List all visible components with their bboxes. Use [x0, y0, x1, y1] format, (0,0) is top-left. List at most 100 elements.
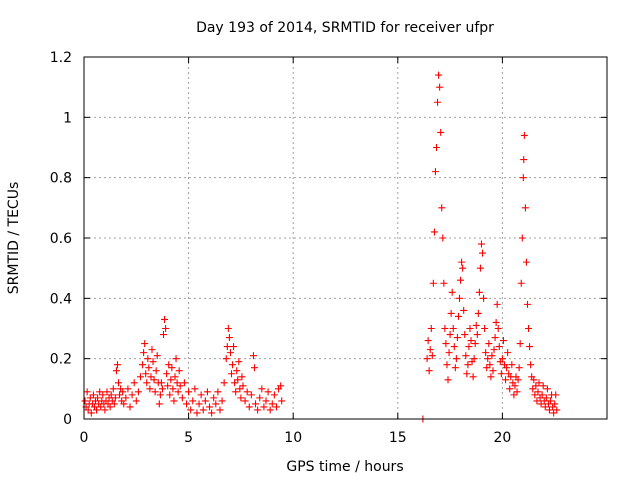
- data-point: [231, 379, 239, 387]
- data-point: [463, 370, 471, 378]
- data-point: [423, 355, 431, 363]
- labels-layer: 0 5 10 15 20 0 0.2 0.4 0.6 0.8 1 1.2: [50, 50, 512, 446]
- data-point: [141, 340, 149, 348]
- data-point: [494, 325, 502, 332]
- data-point: [524, 300, 532, 308]
- data-point: [212, 400, 220, 408]
- data-point: [232, 388, 240, 396]
- data-point: [185, 388, 193, 396]
- data-point: [487, 373, 495, 381]
- data-point: [144, 355, 152, 363]
- data-point: [162, 325, 170, 332]
- data-point: [471, 340, 479, 348]
- data-point: [467, 337, 475, 345]
- data-point: [107, 391, 115, 399]
- data-point: [87, 409, 95, 417]
- data-point: [435, 71, 443, 79]
- data-point: [197, 391, 205, 399]
- data-point: [260, 403, 268, 411]
- data-point: [241, 397, 249, 405]
- data-point: [424, 337, 432, 345]
- data-point: [526, 343, 534, 351]
- data-point: [112, 367, 120, 375]
- data-point: [155, 400, 163, 408]
- data-point: [489, 367, 497, 375]
- y-tick-label: 0: [63, 412, 72, 428]
- data-point: [151, 388, 159, 396]
- data-point: [518, 234, 526, 242]
- data-point: [466, 325, 474, 332]
- data-point: [180, 379, 188, 387]
- data-point: [268, 400, 276, 408]
- y-tick-label: 0.6: [50, 231, 72, 247]
- data-point: [446, 331, 454, 339]
- data-point: [537, 400, 545, 408]
- x-axis-label: GPS time / hours: [286, 459, 403, 475]
- data-point: [527, 361, 535, 369]
- data-point: [442, 340, 450, 348]
- data-point: [258, 385, 266, 393]
- data-point: [477, 240, 485, 248]
- data-point: [462, 352, 470, 360]
- data-point: [472, 321, 480, 329]
- data-point: [101, 406, 109, 414]
- data-point: [506, 385, 514, 393]
- data-point: [89, 391, 97, 399]
- data-point: [136, 373, 144, 381]
- data-point: [504, 349, 512, 357]
- data-point: [433, 144, 441, 151]
- data-point: [161, 315, 169, 323]
- data-point: [116, 391, 124, 399]
- data-point: [83, 388, 91, 396]
- data-point: [250, 364, 258, 372]
- data-point: [439, 234, 447, 242]
- data-point: [492, 318, 500, 326]
- data-point: [457, 276, 465, 284]
- data-point: [99, 391, 107, 399]
- ticks-layer: [83, 56, 607, 420]
- data-point: [142, 370, 150, 378]
- data-point: [143, 379, 151, 387]
- data-point: [445, 349, 453, 357]
- data-point: [491, 334, 499, 342]
- data-point: [245, 403, 253, 411]
- data-point: [195, 400, 203, 408]
- data-point: [497, 370, 505, 378]
- data-point: [525, 325, 533, 332]
- data-point: [266, 406, 274, 414]
- data-point: [533, 397, 541, 405]
- data-point: [170, 397, 178, 405]
- data-point: [173, 379, 181, 387]
- y-tick-label: 0.8: [50, 171, 72, 187]
- data-point: [113, 361, 121, 369]
- data-point: [449, 325, 457, 332]
- data-point: [553, 406, 561, 414]
- data-point: [502, 376, 510, 384]
- data-point: [168, 364, 176, 372]
- data-point: [448, 288, 456, 296]
- data-point: [166, 391, 174, 399]
- data-point: [277, 382, 285, 390]
- data-point: [146, 385, 154, 393]
- data-point: [109, 385, 117, 393]
- y-axis-label: SRMTID / TECUs: [6, 182, 22, 295]
- data-point: [444, 376, 452, 384]
- data-point: [278, 397, 286, 405]
- data-point: [531, 391, 539, 399]
- data-point: [225, 334, 233, 342]
- data-point: [152, 367, 160, 375]
- data-point: [460, 306, 468, 314]
- data-point: [163, 370, 171, 378]
- data-point: [233, 367, 241, 375]
- data-point: [165, 361, 173, 369]
- y-tick-label: 0.2: [50, 352, 72, 368]
- data-point: [539, 382, 547, 390]
- data-point: [191, 385, 199, 393]
- data-point: [493, 300, 501, 308]
- data-point: [451, 364, 459, 372]
- data-point: [469, 373, 477, 381]
- data-point: [139, 361, 147, 369]
- data-point: [106, 403, 114, 411]
